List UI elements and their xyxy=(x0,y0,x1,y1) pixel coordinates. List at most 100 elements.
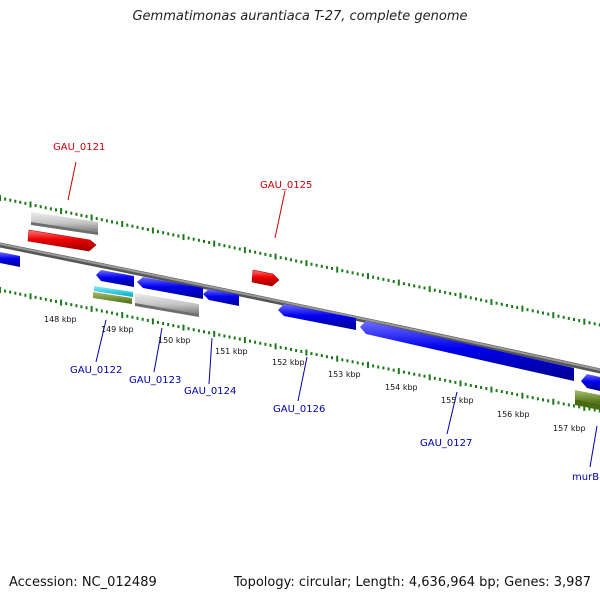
reverse-minor-tick xyxy=(573,404,575,408)
forward-minor-tick xyxy=(500,302,503,306)
forward-minor-tick xyxy=(562,315,565,319)
reverse-minor-tick xyxy=(598,409,600,413)
reverse-minor-tick xyxy=(351,360,354,364)
gene-GAU_0121-feature[interactable] xyxy=(31,212,98,235)
reverse-minor-tick xyxy=(126,314,129,318)
kbp-label-153: 153 kbp xyxy=(328,370,361,379)
gene-GAU_0126-arrow[interactable] xyxy=(278,304,356,330)
reverse-minor-tick xyxy=(464,382,467,386)
reverse-major-tick xyxy=(336,355,339,362)
forward-minor-tick xyxy=(39,205,42,209)
reverse-major-tick xyxy=(213,330,216,337)
forward-minor-tick xyxy=(449,292,452,295)
gene-GAU_0124-arrow[interactable] xyxy=(203,289,239,306)
forward-minor-tick xyxy=(75,212,78,216)
reverse-minor-tick xyxy=(75,304,78,308)
forward-minor-tick xyxy=(377,276,380,280)
forward-minor-tick xyxy=(290,258,292,262)
kbp-label-151: 151 kbp xyxy=(215,347,248,356)
forward-minor-tick xyxy=(300,260,303,264)
forward-major-tick xyxy=(60,208,63,214)
forward-major-tick xyxy=(121,221,124,227)
forward-minor-tick xyxy=(315,263,318,267)
reverse-minor-tick xyxy=(454,380,457,384)
reverse-minor-tick xyxy=(382,366,385,370)
kbp-label-154: 154 kbp xyxy=(385,383,418,392)
gene-label-GAU_0127[interactable]: GAU_0127 xyxy=(420,438,472,449)
reverse-minor-tick xyxy=(295,349,298,352)
forward-minor-tick xyxy=(9,198,12,202)
gene-left-edge-arrow[interactable] xyxy=(0,252,20,267)
forward-minor-tick xyxy=(402,282,405,286)
reverse-major-tick xyxy=(121,312,124,319)
forward-minor-tick xyxy=(203,239,205,243)
forward-minor-tick xyxy=(531,309,534,313)
reverse-minor-tick xyxy=(423,374,426,378)
reverse-minor-tick xyxy=(136,316,139,320)
gene-GAU_0121-arrow[interactable] xyxy=(27,229,97,252)
reverse-minor-tick xyxy=(372,364,375,368)
reverse-major-tick xyxy=(428,374,431,381)
reverse-minor-tick xyxy=(346,359,349,363)
reverse-minor-tick xyxy=(19,292,22,296)
reverse-minor-tick xyxy=(24,293,27,297)
forward-minor-tick xyxy=(438,289,441,293)
gene-GAU_0123-feature[interactable] xyxy=(135,293,199,317)
forward-minor-tick xyxy=(55,208,57,212)
forward-minor-tick xyxy=(423,286,426,290)
reverse-minor-tick xyxy=(444,378,447,382)
reverse-minor-tick xyxy=(547,399,550,403)
map-title: Gemmatimonas aurantiaca T-27, complete g… xyxy=(132,9,468,24)
reverse-minor-tick xyxy=(588,407,591,411)
reverse-minor-tick xyxy=(475,385,477,388)
gene-label-GAU_0123[interactable]: GAU_0123 xyxy=(129,375,181,386)
reverse-minor-tick xyxy=(557,401,560,405)
reverse-minor-tick xyxy=(392,368,395,372)
forward-minor-tick xyxy=(116,221,119,225)
gene-GAU_0125-arrow[interactable] xyxy=(251,269,280,287)
reverse-minor-tick xyxy=(542,398,544,402)
forward-major-tick xyxy=(367,273,369,280)
forward-major-tick xyxy=(213,240,216,247)
reverse-major-tick xyxy=(490,386,493,393)
forward-major-tick xyxy=(0,195,1,201)
forward-minor-tick xyxy=(331,267,333,270)
forward-minor-tick xyxy=(136,225,139,229)
gene-label-GAU_0121[interactable]: GAU_0121 xyxy=(53,142,105,153)
gene-GAU_0122-feature[interactable] xyxy=(93,286,133,304)
forward-minor-tick xyxy=(444,290,447,294)
forward-minor-tick xyxy=(588,321,591,325)
reverse-major-tick xyxy=(367,361,369,368)
gene-GAU_0123-arrow[interactable] xyxy=(137,277,203,299)
gene-label-GAU_0125[interactable]: GAU_0125 xyxy=(260,180,312,191)
forward-minor-tick xyxy=(464,295,467,299)
gene-label-murB[interactable]: murB xyxy=(572,472,599,483)
forward-minor-tick xyxy=(172,233,175,237)
gene-label-GAU_0124[interactable]: GAU_0124 xyxy=(184,386,236,397)
forward-minor-tick xyxy=(233,246,236,250)
reverse-minor-tick xyxy=(208,331,211,335)
reverse-major-tick xyxy=(274,343,277,350)
gene-GAU_0127-arrow[interactable] xyxy=(360,321,574,381)
reverse-minor-tick xyxy=(100,309,103,313)
forward-minor-tick xyxy=(223,244,226,248)
forward-minor-tick xyxy=(24,201,27,205)
reverse-major-tick xyxy=(182,324,185,331)
gene-label-GAU_0122[interactable]: GAU_0122 xyxy=(70,365,122,376)
kbp-label-152: 152 kbp xyxy=(272,358,305,367)
forward-minor-tick xyxy=(65,210,68,214)
reverse-minor-tick xyxy=(310,352,313,356)
reverse-minor-tick xyxy=(433,376,436,380)
reverse-minor-tick xyxy=(449,379,452,383)
gene-GAU_0122-arrow[interactable] xyxy=(96,270,134,287)
forward-minor-tick xyxy=(578,319,581,323)
forward-minor-tick xyxy=(238,247,241,251)
gene-right-edge-arrow[interactable] xyxy=(581,374,600,391)
forward-minor-tick xyxy=(100,218,103,222)
forward-minor-tick xyxy=(505,303,508,307)
forward-minor-tick xyxy=(70,211,73,215)
forward-minor-tick xyxy=(392,280,395,283)
gene-murB-feature[interactable] xyxy=(575,390,600,410)
gene-label-GAU_0126[interactable]: GAU_0126 xyxy=(273,404,325,415)
topology-text: Topology: circular; Length: 4,636,964 bp… xyxy=(233,575,591,590)
